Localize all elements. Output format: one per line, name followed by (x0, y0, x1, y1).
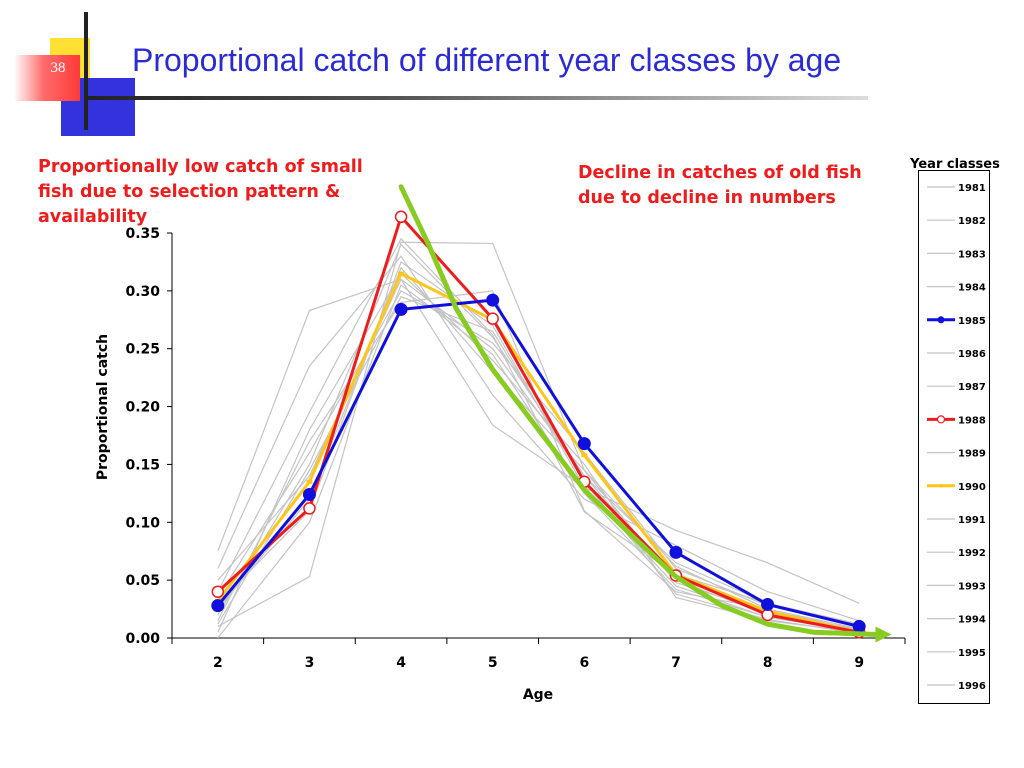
legend-marker-1988 (936, 415, 946, 424)
x-axis-label: Age (523, 687, 553, 703)
point-1985 (761, 597, 775, 611)
y-axis-label: Proportional catch (95, 334, 111, 480)
point-1990 (398, 271, 405, 276)
point-1988 (303, 502, 316, 515)
trend-arrowhead (875, 626, 892, 643)
y-tick-label: 0.00 (125, 631, 160, 647)
legend-label-1982: 1982 (958, 216, 986, 227)
point-1985 (852, 619, 866, 633)
legend-box: 1981 1982 1983 1984 1985 1986 1987 1988 1989 1990… (918, 170, 990, 704)
deco-vertical-rule (84, 12, 88, 130)
annotation-decline: Decline in catches of old fish due to de… (578, 163, 862, 208)
trend-line (398, 184, 881, 638)
x-tick-label: 5 (488, 655, 498, 671)
x-tick-label: 9 (854, 655, 864, 671)
series-line-1994 (217, 266, 860, 631)
legend-label-1996: 1996 (958, 681, 986, 692)
legend-label-1989: 1989 (958, 449, 986, 460)
y-tick-label: 0.30 (125, 284, 160, 300)
series-line-1986 (217, 243, 860, 630)
point-1985 (486, 293, 500, 307)
point-1985 (394, 302, 408, 316)
point-1988 (486, 312, 499, 325)
background-series-group (217, 237, 860, 639)
series-line-1992 (217, 278, 860, 625)
legend-label-1985: 1985 (958, 316, 986, 327)
legend-entries: 1981 1982 1983 1984 1985 1986 1987 1988 1989 1990… (927, 183, 986, 692)
legend-label-1992: 1992 (958, 548, 986, 559)
slide-number: 38 (50, 60, 66, 76)
point-1985 (211, 599, 225, 613)
legend-label-1988: 1988 (958, 415, 986, 426)
series-line-1995 (217, 284, 860, 639)
point-1988 (761, 608, 774, 622)
series-line-1993 (217, 290, 860, 629)
series-line-1981 (217, 278, 860, 604)
point-1990 (581, 453, 588, 458)
x-tick-label: 4 (396, 655, 406, 671)
series-line-1984 (217, 241, 860, 630)
legend-marker-1985 (937, 316, 945, 324)
series-line-1990 (216, 272, 860, 634)
legend-title: Year classes (910, 157, 1000, 172)
series-line-1985 (216, 298, 860, 628)
x-tick-label: 8 (763, 655, 773, 671)
point-1985 (302, 488, 316, 502)
x-tick-label: 2 (213, 655, 223, 671)
highlight-series-group (211, 210, 866, 639)
legend-label-1984: 1984 (958, 283, 986, 294)
point-1985 (577, 437, 591, 451)
series-line-1988 (216, 215, 860, 634)
y-tick-label: 0.20 (125, 400, 160, 416)
y-tick-label: 0.35 (125, 226, 160, 242)
legend-label-1986: 1986 (958, 349, 986, 360)
legend-label-1994: 1994 (958, 615, 986, 626)
y-tick-label: 0.15 (125, 457, 160, 473)
point-1990 (306, 479, 313, 484)
y-tick-label: 0.10 (125, 515, 160, 531)
y-tick-label: 0.25 (125, 342, 160, 358)
x-tick-label: 3 (305, 655, 315, 671)
deco-red-block (14, 55, 80, 101)
point-1985 (669, 545, 683, 559)
legend-marker-1990 (939, 484, 943, 488)
series-line-1982 (217, 255, 860, 622)
legend-label-1993: 1993 (958, 581, 986, 592)
legend-label-1991: 1991 (958, 515, 986, 526)
y-tick-label: 0.05 (125, 573, 160, 589)
series-line-1996 (217, 295, 860, 634)
point-1988 (211, 585, 225, 598)
legend-label-1983: 1983 (958, 249, 986, 260)
deco-horizontal-rule (88, 96, 868, 100)
legend-label-1990: 1990 (958, 482, 986, 493)
point-1988 (394, 210, 408, 224)
annotation-selection: Proportionally low catch of small fish d… (38, 157, 363, 227)
legend-label-1995: 1995 (958, 648, 986, 659)
slide-title: Proportional catch of different year cla… (132, 42, 842, 78)
legend-label-1987: 1987 (958, 382, 986, 393)
x-tick-label: 6 (579, 655, 589, 671)
chart-axes: 0.00 0.05 0.10 0.15 0.20 0.25 0.30 0.35 2 3 4 5 6 7 8 9 (125, 226, 906, 671)
x-tick-label: 7 (671, 655, 681, 671)
legend-label-1981: 1981 (958, 183, 986, 194)
trend-arrow-group (398, 184, 892, 643)
